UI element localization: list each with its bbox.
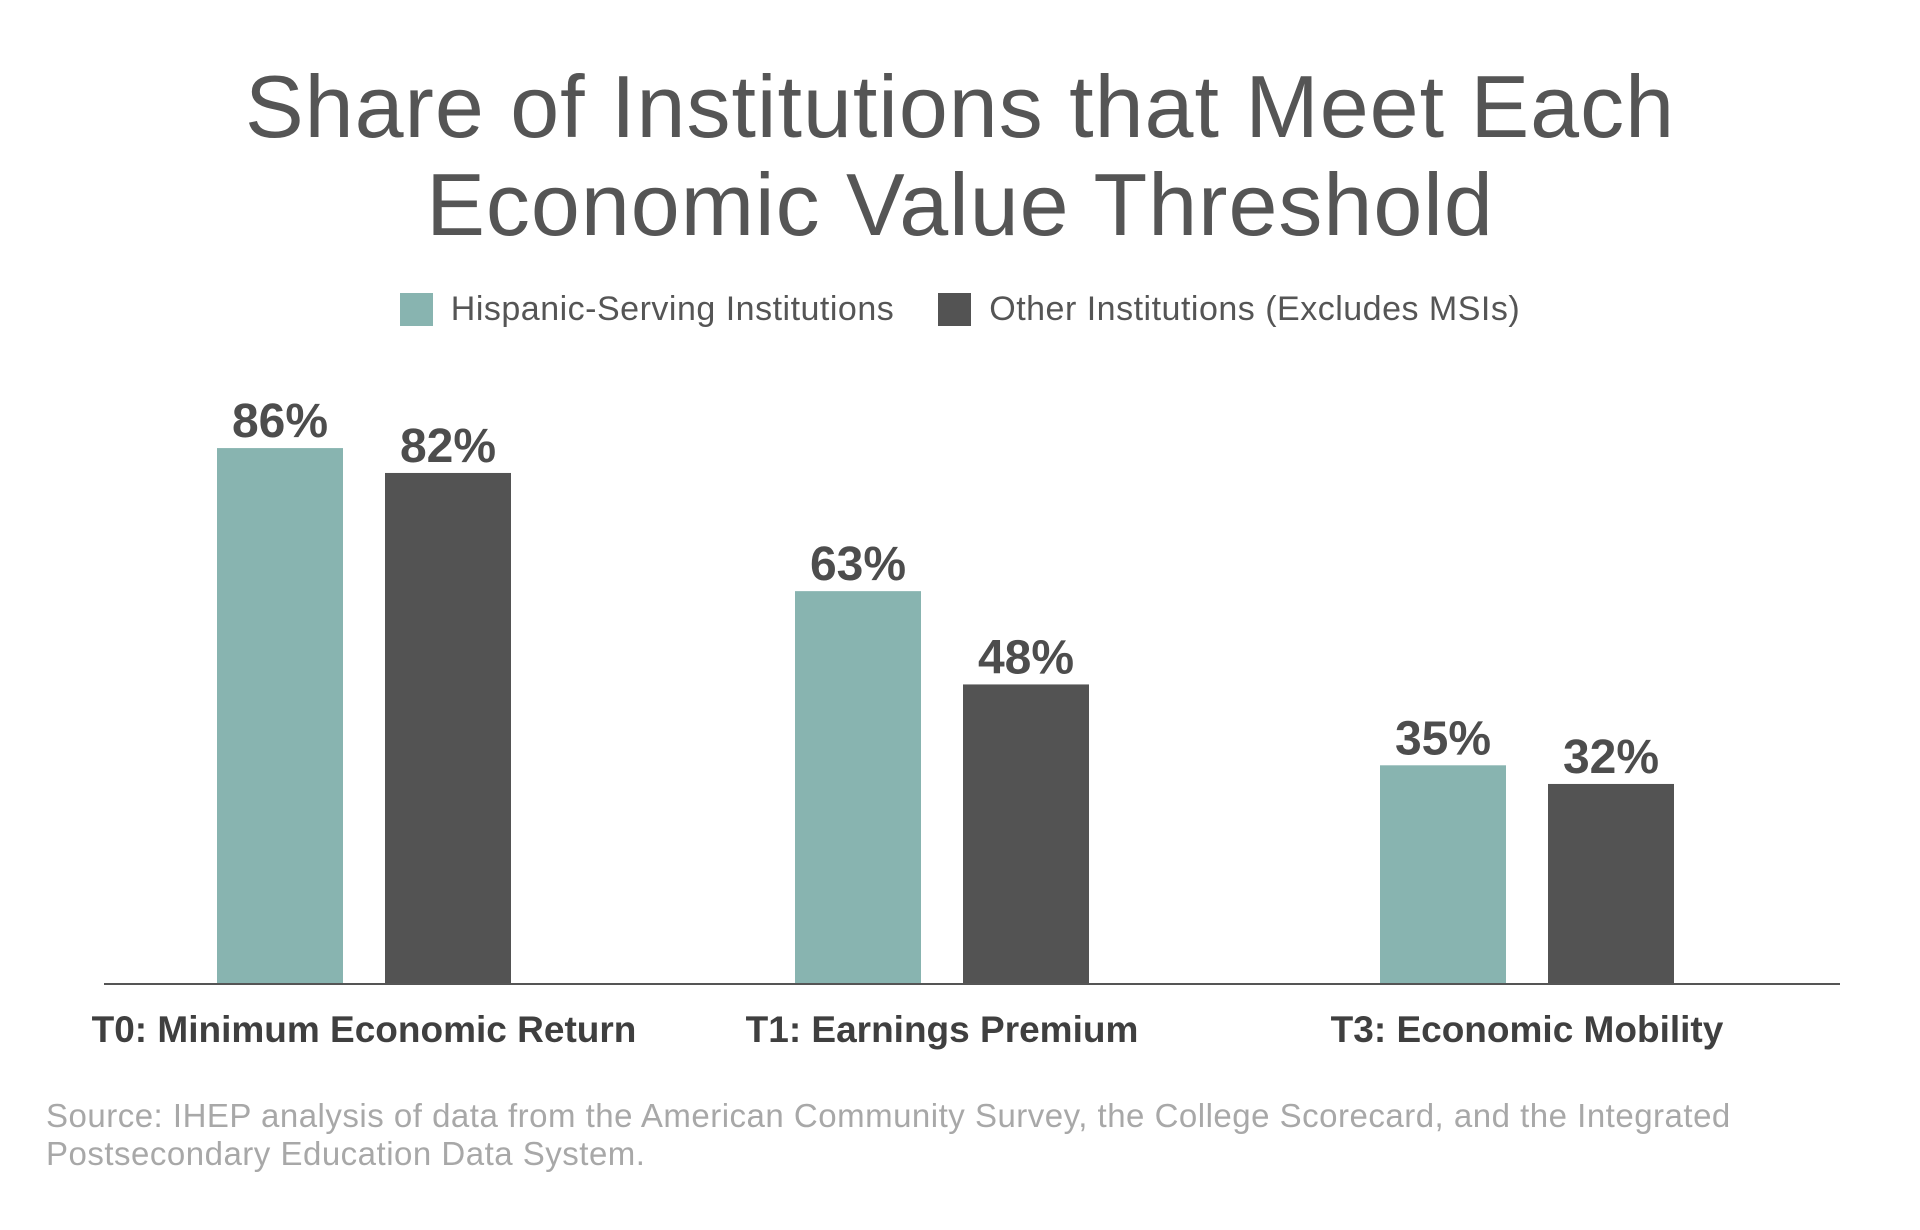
bar-value-label-t3-economic-mobility-series-0: 35% — [1395, 712, 1491, 765]
bar-t1-earnings-premium-series-0 — [795, 591, 921, 983]
chart-title-line-2: Economic Value Threshold — [426, 155, 1494, 254]
bar-value-label-t1-earnings-premium-series-0: 63% — [810, 538, 906, 591]
category-label-t1-earnings-premium: T1: Earnings Premium — [746, 1009, 1139, 1050]
bar-value-label-t0-minimum-economic-return-series-0: 86% — [232, 395, 328, 448]
bars-group — [217, 448, 1674, 984]
bar-t0-minimum-economic-return-series-0 — [217, 448, 343, 984]
chart-title-line-1: Share of Institutions that Meet Each — [244, 57, 1676, 156]
bar-t3-economic-mobility-series-1 — [1548, 783, 1674, 983]
legend-item-hsi: Hispanic-Serving Institutions — [399, 290, 895, 329]
chart-title: Share of Institutions that Meet Each Eco… — [0, 58, 1920, 254]
bar-t3-economic-mobility-series-0 — [1380, 765, 1506, 983]
bar-t0-minimum-economic-return-series-1 — [385, 472, 511, 983]
category-label-t0-minimum-economic-return: T0: Minimum Economic Return — [92, 1009, 637, 1050]
category-label-t3-economic-mobility: T3: Economic Mobility — [1331, 1009, 1724, 1050]
bar-value-label-t0-minimum-economic-return-series-1: 82% — [400, 420, 496, 473]
bar-value-label-t3-economic-mobility-series-1: 32% — [1563, 731, 1659, 784]
legend-label-other: Other Institutions (Excludes MSIs) — [989, 290, 1521, 328]
bar-t1-earnings-premium-series-1 — [963, 684, 1089, 983]
legend: Hispanic-Serving Institutions Other Inst… — [0, 290, 1920, 329]
legend-swatch-hsi — [399, 293, 433, 326]
legend-swatch-other — [938, 293, 972, 326]
value-labels-group: 86% 82% 63% 48% 35% 32% — [232, 395, 1659, 784]
category-labels-group: T0: Minimum Economic Return T1: Earnings … — [92, 1009, 1724, 1050]
legend-label-hsi: Hispanic-Serving Institutions — [450, 290, 895, 328]
legend-item-other: Other Institutions (Excludes MSIs) — [938, 290, 1520, 329]
bar-value-label-t1-earnings-premium-series-1: 48% — [978, 631, 1074, 684]
source-note: Source: IHEP analysis of data from the A… — [46, 1097, 1731, 1172]
